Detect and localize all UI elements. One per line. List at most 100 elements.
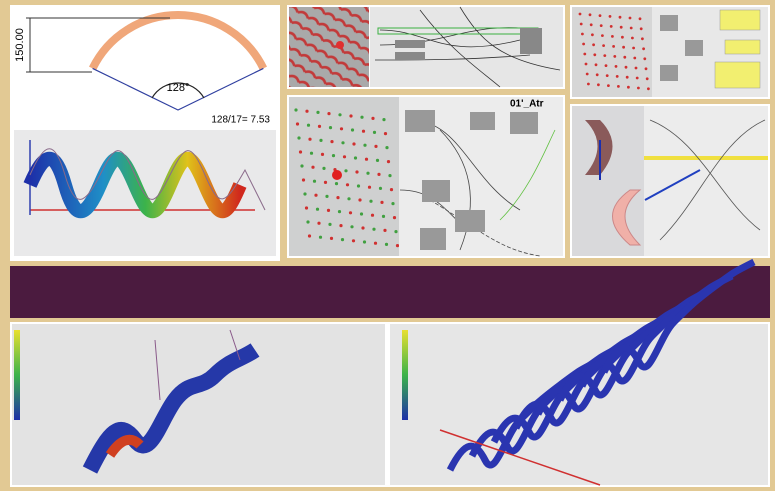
point (627, 86, 630, 89)
point (308, 138, 311, 141)
point (394, 230, 397, 233)
point (583, 53, 586, 56)
point (327, 209, 330, 212)
point (374, 145, 377, 148)
point (327, 112, 330, 115)
point (371, 214, 374, 217)
lattice (289, 7, 369, 87)
point (581, 33, 584, 36)
point (382, 118, 385, 121)
point (338, 113, 341, 116)
point (379, 187, 382, 190)
point (592, 43, 595, 46)
point (372, 228, 375, 231)
point (617, 85, 620, 88)
point (601, 34, 604, 37)
point (630, 27, 633, 30)
point (330, 237, 333, 240)
point (587, 83, 590, 86)
render-left (12, 324, 385, 485)
point (335, 182, 338, 185)
point (646, 77, 649, 80)
point (358, 198, 361, 201)
point (322, 167, 325, 170)
point (606, 74, 609, 77)
point (310, 152, 313, 155)
point (626, 76, 629, 79)
point (305, 206, 308, 209)
point (631, 37, 634, 40)
point (357, 184, 360, 187)
point (603, 54, 606, 57)
point (300, 164, 303, 167)
point (610, 25, 613, 28)
point (294, 108, 297, 111)
point (616, 75, 619, 78)
point (313, 180, 316, 183)
point (377, 173, 380, 176)
point (623, 56, 626, 59)
attractor (332, 170, 342, 180)
point (325, 195, 328, 198)
point (580, 23, 583, 26)
point (636, 77, 639, 80)
point (319, 139, 322, 142)
point (352, 239, 355, 242)
point (336, 41, 344, 49)
point (596, 73, 599, 76)
point (363, 144, 366, 147)
point (600, 24, 603, 27)
point (303, 192, 306, 195)
point (343, 155, 346, 158)
point-view (572, 7, 652, 97)
point (593, 53, 596, 56)
point (605, 64, 608, 67)
point (385, 146, 388, 149)
point (324, 181, 327, 184)
point (380, 201, 383, 204)
point (305, 110, 308, 113)
point (642, 47, 645, 50)
point (633, 57, 636, 60)
point (374, 242, 377, 245)
point (637, 87, 640, 90)
point (318, 125, 321, 128)
page: 150.00 128° 128/17= 7.53 01'_Atr (0, 0, 775, 491)
point (308, 234, 311, 237)
angle-label: 128° (167, 82, 190, 94)
point (599, 14, 602, 17)
point (297, 136, 300, 139)
point (388, 174, 391, 177)
point (306, 220, 309, 223)
point (302, 178, 305, 181)
point (369, 200, 372, 203)
point (585, 63, 588, 66)
profile-view (572, 106, 644, 256)
point (385, 243, 388, 246)
point (396, 244, 399, 247)
point (349, 211, 352, 214)
point (582, 43, 585, 46)
point (382, 215, 385, 218)
render-right (390, 324, 768, 485)
point (647, 87, 650, 90)
point (361, 226, 364, 229)
script-label: 01'_Atr (510, 99, 544, 110)
point (384, 132, 387, 135)
point (316, 208, 319, 211)
point (311, 166, 314, 169)
point (390, 188, 393, 191)
point (365, 158, 368, 161)
point (336, 196, 339, 199)
point (595, 63, 598, 66)
point (609, 15, 612, 18)
point (319, 236, 322, 239)
point (354, 156, 357, 159)
point (368, 186, 371, 189)
point (346, 183, 349, 186)
point (621, 36, 624, 39)
point (602, 44, 605, 47)
point (317, 222, 320, 225)
point (383, 229, 386, 232)
script-view (644, 106, 768, 256)
